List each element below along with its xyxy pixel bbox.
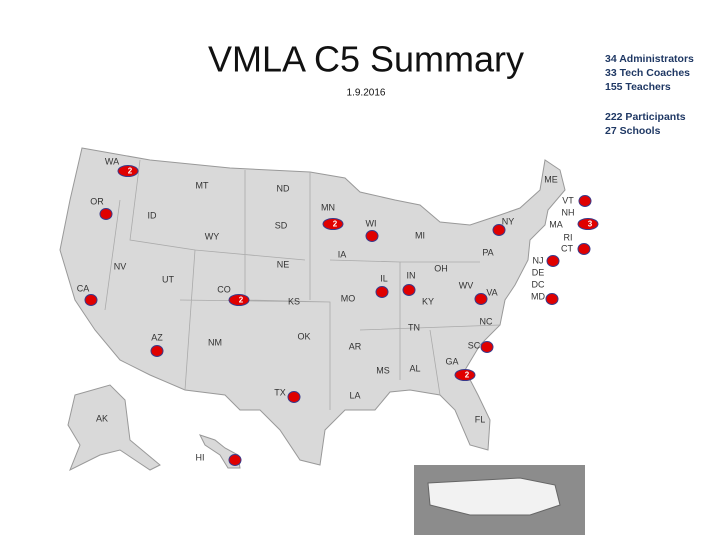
location-marker [228,294,250,306]
location-marker [287,391,301,403]
marker-count: 2 [239,296,244,305]
location-marker [117,165,139,177]
state-label: VA [486,287,497,297]
location-marker [402,284,416,296]
state-label: CO [217,284,231,294]
state-label: IA [338,249,347,259]
alaska [67,384,161,472]
stats: 34 Administrators 33 Tech Coaches 155 Teac… [605,53,694,137]
puerto-rico-inset [414,465,585,535]
marker-count: 2 [465,371,470,380]
us-map [59,147,566,472]
state-label: WV [459,280,474,290]
state-label: IL [380,273,388,283]
location-marker [474,293,488,305]
state-label: PA [482,247,493,257]
state-label: TX [274,387,286,397]
location-marker [545,293,559,305]
state-label: NJ [533,255,544,265]
location-marker [365,230,379,242]
state-label: ND [277,183,290,193]
location-marker [99,208,113,220]
state-label: RI [564,232,573,242]
location-marker [546,255,560,267]
stat-line: 34 Administrators [605,53,694,65]
state-label: ME [544,174,558,184]
state-label: SD [275,220,288,230]
marker-count: 2 [333,220,338,229]
state-label: NV [114,261,127,271]
state-label: MT [196,180,209,190]
marker-count: 3 [588,220,593,229]
state-label: CT [561,243,573,253]
state-label: DE [532,267,545,277]
location-marker [577,218,599,230]
state-label: MD [531,291,545,301]
state-label: MN [321,202,335,212]
state-label: NY [502,216,515,226]
state-label: MS [376,365,390,375]
state-label: GA [445,356,458,366]
state-label: NC [480,316,493,326]
state-label: WY [205,231,220,241]
marker-count: 2 [128,167,133,176]
location-marker [150,345,164,357]
state-label: KY [422,296,434,306]
state-label: MI [415,230,425,240]
state-label: NH [562,207,575,217]
location-marker [480,341,494,353]
state-label: KS [288,296,300,306]
state-label: ID [148,210,158,220]
state-label: LA [349,390,360,400]
state-label: MA [549,219,563,229]
state-label: OH [434,263,448,273]
state-label: WI [366,218,377,228]
state-label: OK [297,331,310,341]
state-label: MO [341,293,356,303]
state-label: CA [77,283,90,293]
state-label: IN [407,270,416,280]
state-label: AL [409,363,420,373]
state-label: AK [96,413,108,423]
state-label: WA [105,156,119,166]
location-marker [577,243,591,255]
title: VMLA C5 Summary [208,39,524,80]
state-label: AR [349,341,362,351]
location-marker [578,195,592,207]
state-label: TN [408,322,420,332]
stat-line: 222 Participants [605,111,686,123]
location-marker [84,294,98,306]
state-borders [104,159,501,410]
state-label: UT [162,274,174,284]
stat-line: 33 Tech Coaches [605,67,690,79]
location-marker [228,454,242,466]
state-label: OR [90,196,104,206]
puerto-rico [427,477,561,516]
markers: 2 2 3 2 2 [84,165,599,466]
state-label: NE [277,259,290,269]
location-marker [492,224,506,236]
state-label: DC [532,279,545,289]
stat-line: 155 Teachers [605,81,671,93]
state-labels: WA MT ND MN OR ID SD WI MI WY NE IA IL IN OH PA NY NV UT CO… [77,156,575,462]
state-label: AZ [151,332,163,342]
stat-line: 27 Schools [605,125,661,137]
location-marker [322,218,344,230]
state-label: SC [468,340,481,350]
state-label: NM [208,337,222,347]
date: 1.9.2016 [347,88,386,99]
location-marker [454,369,476,381]
state-label: HI [196,452,205,462]
state-label: VT [562,195,574,205]
location-marker [375,286,389,298]
state-label: FL [475,414,486,424]
